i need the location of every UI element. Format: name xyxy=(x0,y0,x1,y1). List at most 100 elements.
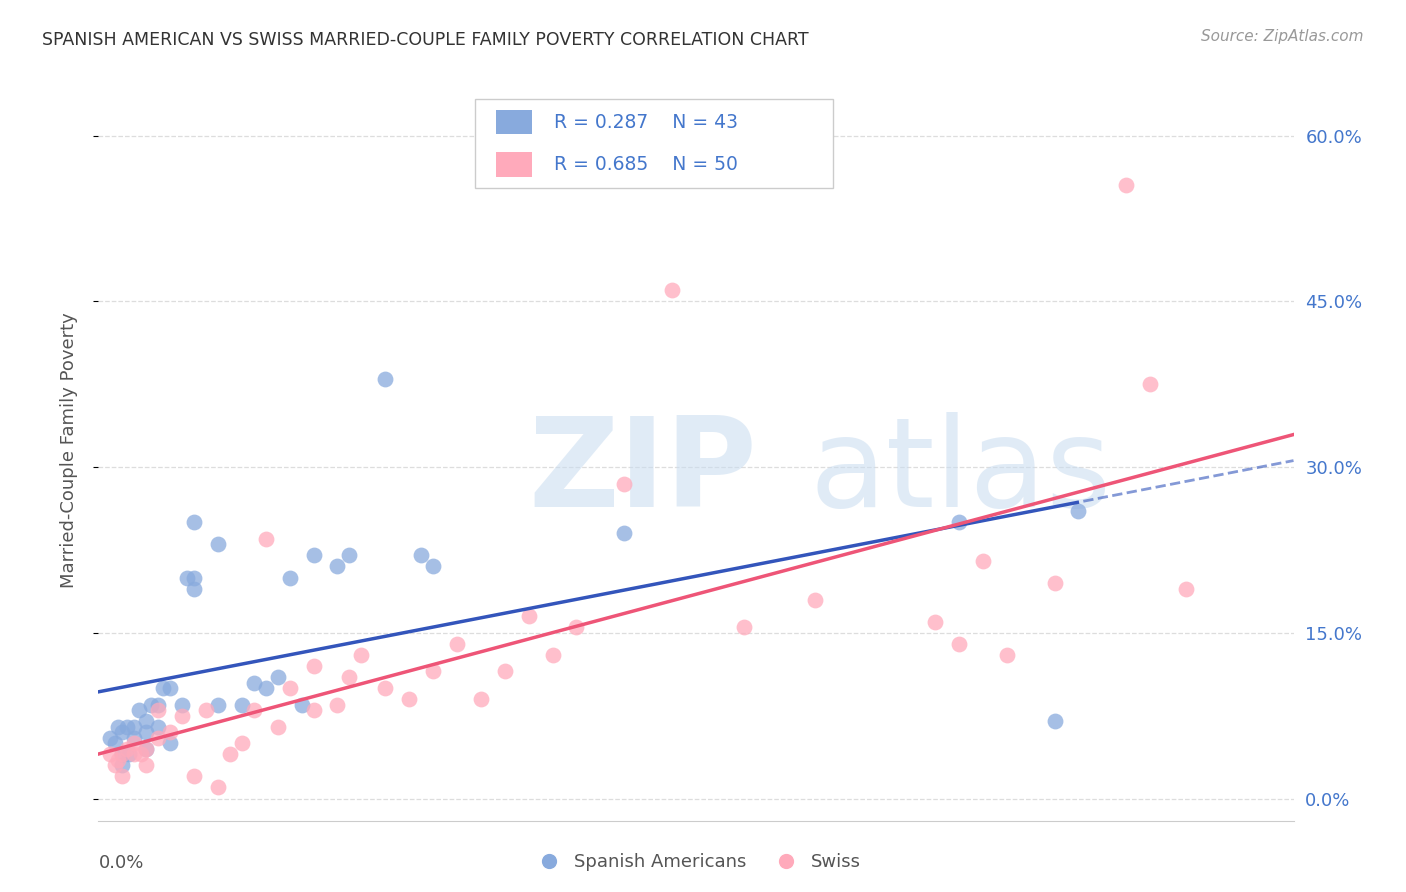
Text: 0.0%: 0.0% xyxy=(98,854,143,872)
Point xyxy=(139,698,162,712)
Point xyxy=(804,592,827,607)
Text: atlas: atlas xyxy=(810,412,1112,533)
Point xyxy=(339,549,361,563)
Point xyxy=(302,549,325,563)
Point xyxy=(207,698,229,712)
FancyBboxPatch shape xyxy=(475,99,834,187)
Point xyxy=(1043,576,1066,591)
Text: R = 0.685    N = 50: R = 0.685 N = 50 xyxy=(554,155,738,174)
Point xyxy=(1043,714,1066,729)
Point xyxy=(733,620,755,634)
Point xyxy=(124,747,146,762)
Point xyxy=(446,637,468,651)
Point xyxy=(98,747,122,762)
Point xyxy=(98,731,122,745)
Point xyxy=(254,681,277,695)
Point xyxy=(183,769,205,783)
Point xyxy=(176,570,198,584)
Point xyxy=(267,670,290,684)
Text: ZIP: ZIP xyxy=(529,412,758,533)
Point xyxy=(172,708,194,723)
Point xyxy=(494,665,516,679)
FancyBboxPatch shape xyxy=(496,153,533,177)
Point xyxy=(148,698,170,712)
Point xyxy=(159,736,181,750)
Point xyxy=(1067,504,1090,518)
Point xyxy=(243,675,266,690)
Point xyxy=(517,609,540,624)
Point xyxy=(118,747,141,762)
Point xyxy=(148,731,170,745)
Point xyxy=(104,758,127,772)
Legend: Spanish Americans, Swiss: Spanish Americans, Swiss xyxy=(523,846,869,879)
Point xyxy=(111,747,134,762)
Text: R = 0.287    N = 43: R = 0.287 N = 43 xyxy=(554,112,738,132)
Point xyxy=(339,670,361,684)
Point xyxy=(207,780,229,795)
Point xyxy=(661,283,683,297)
Point xyxy=(541,648,564,662)
Point xyxy=(374,371,396,385)
Point xyxy=(231,698,253,712)
Point xyxy=(302,659,325,673)
Point xyxy=(374,681,396,695)
Point xyxy=(159,681,181,695)
Point xyxy=(104,736,127,750)
Point xyxy=(278,570,301,584)
Point xyxy=(124,736,146,750)
Point xyxy=(924,615,946,629)
Point xyxy=(948,516,970,530)
Point xyxy=(135,758,157,772)
Point xyxy=(326,698,349,712)
Point xyxy=(183,516,205,530)
Y-axis label: Married-Couple Family Poverty: Married-Couple Family Poverty xyxy=(59,312,77,589)
Point xyxy=(231,736,253,750)
Point xyxy=(207,537,229,551)
Text: SPANISH AMERICAN VS SWISS MARRIED-COUPLE FAMILY POVERTY CORRELATION CHART: SPANISH AMERICAN VS SWISS MARRIED-COUPLE… xyxy=(42,31,808,49)
Point xyxy=(422,559,444,574)
Point xyxy=(350,648,373,662)
Point xyxy=(107,720,129,734)
Point xyxy=(613,526,636,541)
Point xyxy=(1139,377,1161,392)
Point xyxy=(111,747,134,762)
Point xyxy=(124,731,146,745)
Point xyxy=(195,703,218,717)
Point xyxy=(115,720,138,734)
Point xyxy=(972,554,994,568)
Point xyxy=(183,570,205,584)
Point xyxy=(111,758,134,772)
Point xyxy=(107,753,129,767)
Point xyxy=(148,720,170,734)
Point xyxy=(148,703,170,717)
Point xyxy=(243,703,266,717)
Point xyxy=(115,741,138,756)
Point xyxy=(135,725,157,739)
Point xyxy=(1115,178,1137,193)
Point xyxy=(398,692,420,706)
Point xyxy=(565,620,588,634)
Point xyxy=(152,681,174,695)
Point xyxy=(948,637,970,651)
Point xyxy=(1175,582,1198,596)
Point xyxy=(267,720,290,734)
Point xyxy=(135,741,157,756)
Point xyxy=(411,549,433,563)
Point xyxy=(111,725,134,739)
Point xyxy=(124,720,146,734)
Point xyxy=(291,698,314,712)
Point xyxy=(995,648,1018,662)
Text: Source: ZipAtlas.com: Source: ZipAtlas.com xyxy=(1201,29,1364,44)
Point xyxy=(128,703,150,717)
Point xyxy=(183,582,205,596)
Point xyxy=(422,665,444,679)
Point xyxy=(131,747,153,762)
Point xyxy=(470,692,492,706)
Point xyxy=(278,681,301,695)
Point xyxy=(302,703,325,717)
Point xyxy=(159,725,181,739)
Point xyxy=(254,532,277,546)
Point xyxy=(613,476,636,491)
Point xyxy=(135,741,157,756)
Point xyxy=(111,769,134,783)
